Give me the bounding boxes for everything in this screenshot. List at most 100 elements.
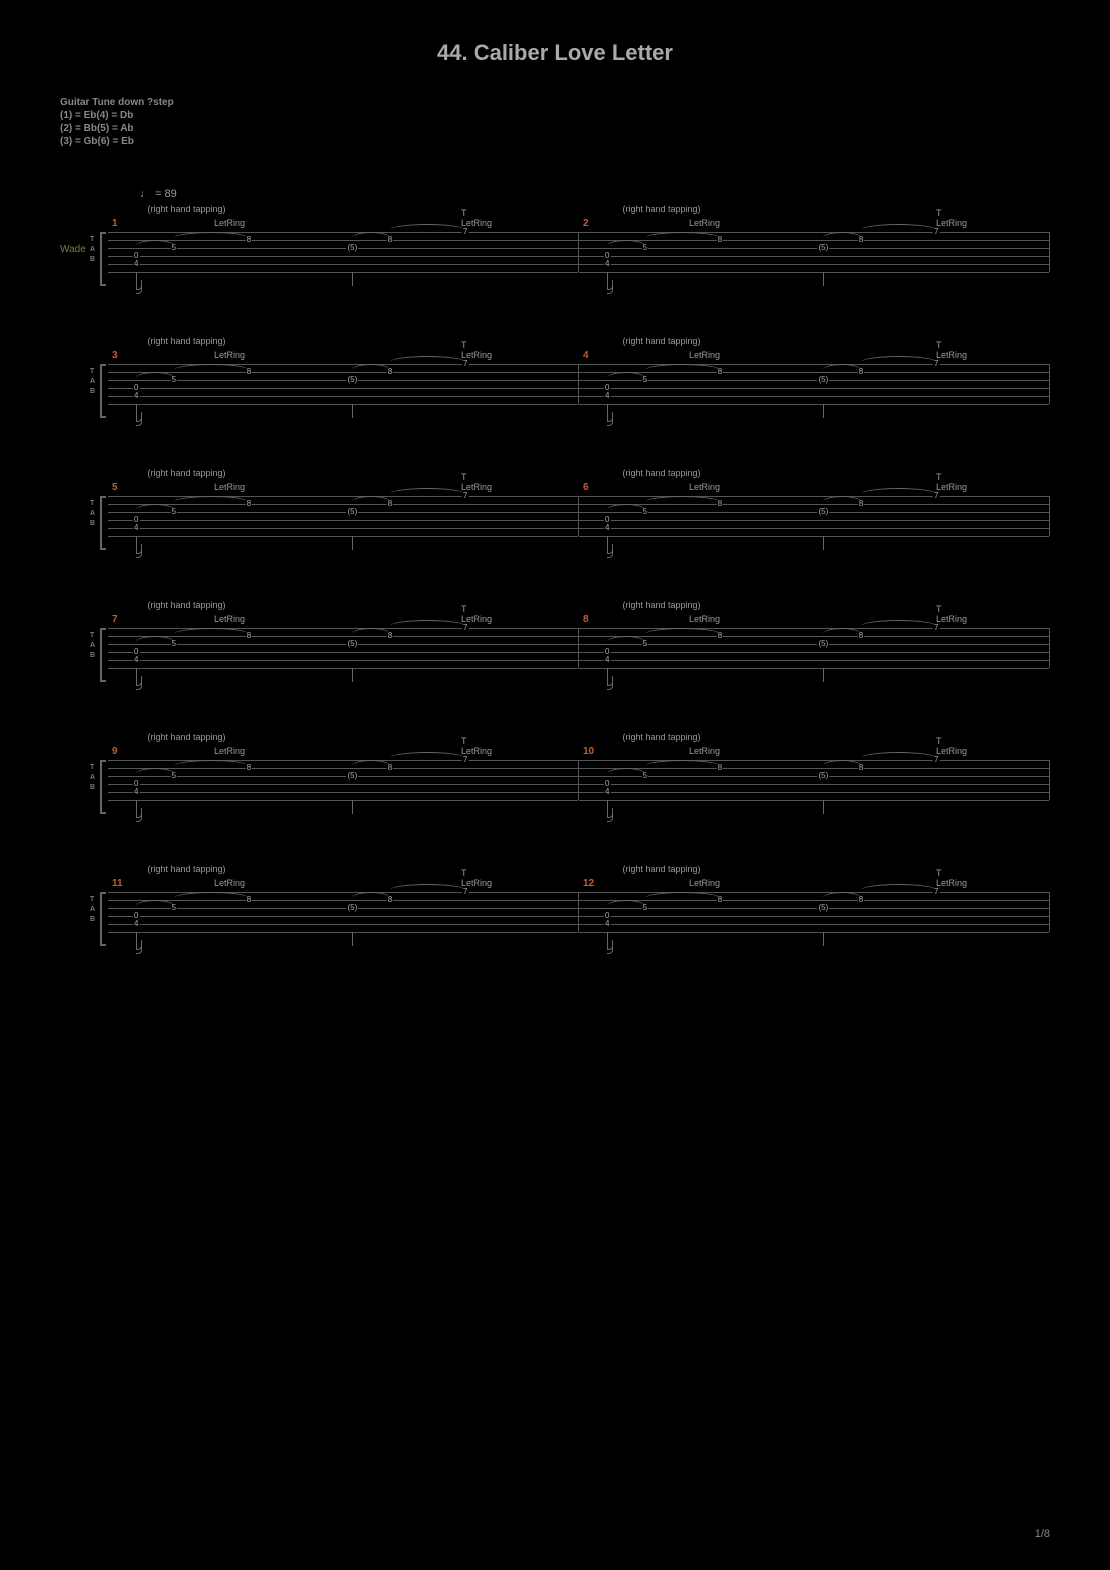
- tie-arc: [645, 232, 720, 238]
- note-stem: [352, 404, 353, 418]
- tab-note: (5): [347, 375, 359, 384]
- tab-note: (5): [818, 243, 830, 252]
- tab-system: (right hand tapping)LetRingTLetRing(righ…: [60, 864, 1050, 946]
- tie-arc: [645, 892, 720, 898]
- note-flag: [136, 284, 142, 294]
- note-stem: [823, 668, 824, 682]
- tab-note: (5): [818, 771, 830, 780]
- tab-note: (5): [818, 639, 830, 648]
- letring-label: LetRing: [936, 614, 967, 624]
- technique-label: (right hand tapping): [148, 468, 226, 478]
- note-stem: [823, 272, 824, 286]
- note-flag: [136, 812, 142, 822]
- tie-arc: [861, 620, 936, 626]
- tie-arc: [645, 760, 720, 766]
- tab-clef-letter: T: [90, 764, 94, 772]
- measure: 60458(5)87: [579, 496, 1050, 536]
- tie-arc: [174, 760, 249, 766]
- note-flag: [607, 416, 613, 426]
- tie-arc: [607, 372, 645, 378]
- measure: 90458(5)87: [108, 760, 579, 800]
- tap-marker: T: [461, 868, 467, 878]
- tie-arc: [136, 768, 174, 774]
- system-bracket: [100, 892, 106, 946]
- tab-clef-letter: B: [90, 388, 95, 396]
- tab-note: (5): [347, 903, 359, 912]
- letring-label: LetRing: [936, 746, 967, 756]
- measure: 30458(5)87: [108, 364, 579, 404]
- tie-arc: [823, 232, 861, 238]
- tab-clef-letter: A: [90, 774, 95, 782]
- tab-clef-letter: T: [90, 896, 94, 904]
- measure-number: 8: [583, 614, 589, 625]
- letring-label: LetRing: [689, 746, 720, 756]
- tab-clef-letter: B: [90, 652, 95, 660]
- technique-label: (right hand tapping): [623, 336, 701, 346]
- note-flag: [136, 548, 142, 558]
- tap-marker: T: [936, 736, 942, 746]
- tab-clef-letter: T: [90, 500, 94, 508]
- measure-number: 3: [112, 350, 118, 361]
- tab-clef-letter: A: [90, 642, 95, 650]
- tie-arc: [174, 364, 249, 370]
- tab-clef-letter: T: [90, 632, 94, 640]
- tab-system: (right hand tapping) LetRing T LetRing (righ…: [60, 204, 1050, 286]
- tab-clef-letter: B: [90, 520, 95, 528]
- measure-number: 1: [112, 218, 118, 229]
- letring-label: LetRing: [689, 614, 720, 624]
- tie-arc: [861, 224, 936, 230]
- tab-note: 4: [604, 523, 610, 532]
- tap-marker: T: [936, 340, 942, 350]
- measure-number: 2: [583, 218, 589, 229]
- measure-number: 4: [583, 350, 589, 361]
- tie-arc: [645, 628, 720, 634]
- technique-label: (right hand tapping): [623, 732, 701, 742]
- page-number: 1/8: [1035, 1528, 1050, 1540]
- tab-clef-letter: T: [90, 236, 94, 244]
- tie-arc: [607, 240, 645, 246]
- system-bracket: [100, 496, 106, 550]
- tie-arc: [390, 224, 465, 230]
- tab-clef-letter: T: [90, 368, 94, 376]
- note-flag: [607, 812, 613, 822]
- tie-arc: [136, 636, 174, 642]
- note-stem: [352, 932, 353, 946]
- tab-note: 4: [604, 919, 610, 928]
- measure: 120458(5)87: [579, 892, 1050, 932]
- letring-label: LetRing: [936, 218, 967, 228]
- tuning-info: Guitar Tune down ?step (1) = Eb(4) = Db …: [60, 96, 1050, 148]
- measure: 50458(5)87: [108, 496, 579, 536]
- technique-label: (right hand tapping): [623, 204, 701, 214]
- tie-arc: [352, 892, 390, 898]
- letring-label: LetRing: [214, 746, 245, 756]
- note-flag: [607, 284, 613, 294]
- technique-label: (right hand tapping): [148, 600, 226, 610]
- tuning-header: Guitar Tune down ?step: [60, 96, 1050, 109]
- note-flag: [136, 680, 142, 690]
- tab-note: 4: [133, 787, 139, 796]
- technique-label: (right hand tapping): [148, 204, 226, 214]
- letring-label: LetRing: [936, 482, 967, 492]
- tie-arc: [823, 364, 861, 370]
- tab-note: 4: [604, 787, 610, 796]
- tap-marker: T: [936, 472, 942, 482]
- letring-label: LetRing: [214, 218, 245, 228]
- tie-arc: [390, 356, 465, 362]
- note-stem: [352, 536, 353, 550]
- tuning-line: (1) = Eb(4) = Db: [60, 109, 1050, 122]
- measure-number: 10: [583, 746, 594, 757]
- tie-arc: [174, 892, 249, 898]
- letring-label: LetRing: [214, 482, 245, 492]
- system-bracket: [100, 232, 106, 286]
- technique-label: (right hand tapping): [148, 864, 226, 874]
- letring-label: LetRing: [214, 878, 245, 888]
- letring-label: LetRing: [689, 878, 720, 888]
- system-bracket: [100, 760, 106, 814]
- measure: 40458(5)87: [579, 364, 1050, 404]
- technique-label: (right hand tapping): [148, 732, 226, 742]
- note-stem: [823, 404, 824, 418]
- technique-label: (right hand tapping): [623, 468, 701, 478]
- measure: 20458(5)87: [579, 232, 1050, 272]
- tab-note: 4: [604, 391, 610, 400]
- measure: 80458(5)87: [579, 628, 1050, 668]
